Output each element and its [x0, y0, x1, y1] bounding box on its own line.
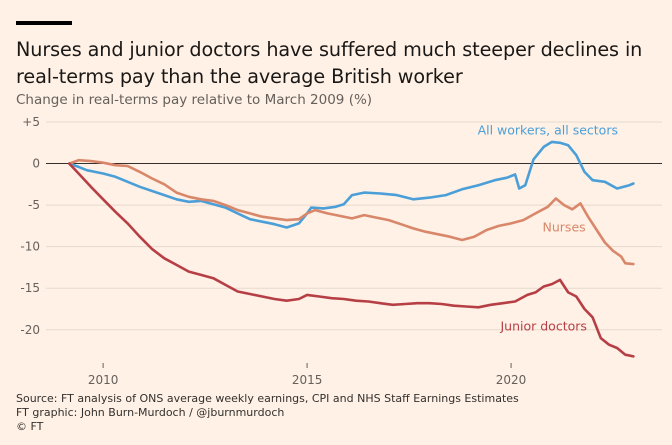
series-lines [68, 140, 635, 358]
x-axis-ticks: 2010 2015 2020 [88, 363, 526, 387]
y-tick-label: -5 [28, 198, 40, 212]
chart-title: Nurses and junior doctors have suffered … [16, 38, 643, 88]
series-label-nurses: Nurses [543, 220, 586, 235]
x-tick-label: 2015 [292, 373, 323, 387]
y-tick-label: 0 [32, 157, 40, 171]
y-tick-label: -10 [20, 240, 40, 254]
x-tick-label: 2020 [496, 373, 527, 387]
y-tick-label: +5 [22, 116, 40, 129]
chart-subtitle: Change in real-terms pay relative to Mar… [16, 92, 373, 108]
series-line-junior-doctors [68, 162, 635, 358]
series-label-all-workers: All workers, all sectors [478, 122, 618, 137]
footer: Source: FT analysis of ONS average weekl… [16, 392, 519, 434]
y-tick-label: -15 [20, 281, 40, 295]
series-labels: All workers, all sectors Nurses Junior doc… [478, 122, 618, 333]
series-line-all-workers [68, 140, 635, 229]
x-tick-label: 2010 [88, 373, 119, 387]
source-note: Source: FT analysis of ONS average weekl… [16, 392, 519, 405]
series-label-junior-doctors: Junior doctors [499, 318, 586, 333]
y-axis-ticks: +5 0 -5 -10 -15 -20 [20, 116, 40, 337]
y-tick-label: -20 [20, 323, 40, 337]
graphic-credit: FT graphic: John Burn-Murdoch / @jburnmu… [16, 406, 285, 419]
brand-bar [16, 21, 72, 25]
ft-copyright: © FT [16, 420, 44, 433]
line-chart: +5 0 -5 -10 -15 -20 2010 2015 2020 All workers,… [20, 116, 662, 387]
series-line-nurses [68, 158, 635, 266]
